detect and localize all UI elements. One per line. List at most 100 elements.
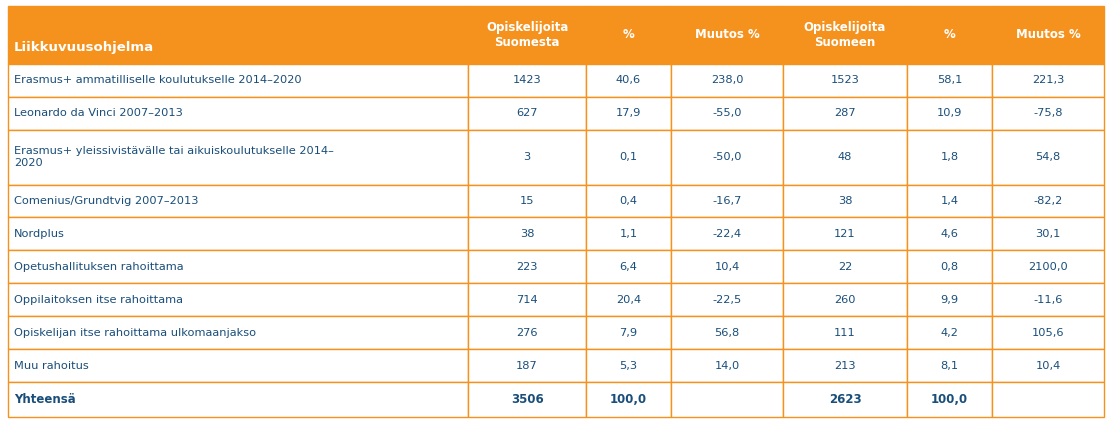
- Text: Opiskelijan itse rahoittama ulkomaanjakso: Opiskelijan itse rahoittama ulkomaanjaks…: [14, 328, 256, 338]
- Bar: [671, 349, 783, 382]
- Bar: [8, 6, 468, 64]
- Bar: [8, 283, 468, 316]
- Bar: [992, 250, 1104, 283]
- Bar: [8, 250, 468, 283]
- Text: -22,4: -22,4: [713, 229, 742, 239]
- Bar: [586, 97, 671, 130]
- Bar: [907, 184, 992, 218]
- Text: -22,5: -22,5: [713, 295, 742, 305]
- Bar: [671, 316, 783, 349]
- Text: Opiskelijoita
Suomesta: Opiskelijoita Suomesta: [486, 21, 568, 49]
- Text: 8,1: 8,1: [941, 361, 959, 370]
- Text: Nordplus: Nordplus: [14, 229, 64, 239]
- Text: 0,4: 0,4: [619, 196, 637, 206]
- Text: 48: 48: [837, 152, 852, 162]
- Bar: [907, 97, 992, 130]
- Bar: [992, 130, 1104, 184]
- Text: 1423: 1423: [513, 75, 542, 85]
- Text: 1,4: 1,4: [941, 196, 959, 206]
- Bar: [468, 218, 586, 250]
- Text: 15: 15: [519, 196, 535, 206]
- Text: %: %: [944, 29, 955, 41]
- Text: Erasmus+ yleissivistävälle tai aikuiskoulutukselle 2014–
2020: Erasmus+ yleissivistävälle tai aikuiskou…: [14, 146, 334, 168]
- Text: 6,4: 6,4: [619, 262, 637, 272]
- Text: 111: 111: [834, 328, 856, 338]
- Bar: [783, 97, 907, 130]
- Text: 213: 213: [834, 361, 856, 370]
- Bar: [468, 6, 586, 64]
- Bar: [468, 64, 586, 97]
- Bar: [907, 218, 992, 250]
- Bar: [992, 349, 1104, 382]
- Text: 221,3: 221,3: [1032, 75, 1064, 85]
- Text: 714: 714: [516, 295, 538, 305]
- Text: 17,9: 17,9: [616, 108, 642, 118]
- Bar: [907, 283, 992, 316]
- Text: 2623: 2623: [828, 393, 862, 406]
- Text: 627: 627: [516, 108, 538, 118]
- Bar: [992, 64, 1104, 97]
- Bar: [907, 130, 992, 184]
- Text: 14,0: 14,0: [714, 361, 739, 370]
- Text: 38: 38: [519, 229, 535, 239]
- Text: -11,6: -11,6: [1033, 295, 1063, 305]
- Text: Erasmus+ ammatilliselle koulutukselle 2014–2020: Erasmus+ ammatilliselle koulutukselle 20…: [14, 75, 301, 85]
- Bar: [8, 382, 468, 417]
- Bar: [586, 64, 671, 97]
- Bar: [586, 184, 671, 218]
- Text: 187: 187: [516, 361, 538, 370]
- Text: 1523: 1523: [831, 75, 860, 85]
- Text: 4,6: 4,6: [941, 229, 959, 239]
- Bar: [8, 97, 468, 130]
- Text: -50,0: -50,0: [713, 152, 742, 162]
- Bar: [8, 349, 468, 382]
- Bar: [992, 382, 1104, 417]
- Text: 22: 22: [838, 262, 852, 272]
- Text: 40,6: 40,6: [616, 75, 642, 85]
- Bar: [992, 184, 1104, 218]
- Bar: [671, 250, 783, 283]
- Bar: [907, 6, 992, 64]
- Bar: [671, 382, 783, 417]
- Bar: [586, 349, 671, 382]
- Bar: [783, 283, 907, 316]
- Text: 121: 121: [834, 229, 856, 239]
- Text: 10,4: 10,4: [714, 262, 739, 272]
- Bar: [468, 283, 586, 316]
- Text: 10,4: 10,4: [1035, 361, 1061, 370]
- Bar: [8, 316, 468, 349]
- Bar: [586, 6, 671, 64]
- Text: 38: 38: [837, 196, 852, 206]
- Bar: [586, 130, 671, 184]
- Text: %: %: [623, 29, 635, 41]
- Bar: [783, 64, 907, 97]
- Bar: [468, 382, 586, 417]
- Text: -75,8: -75,8: [1033, 108, 1063, 118]
- Bar: [992, 218, 1104, 250]
- Bar: [586, 250, 671, 283]
- Text: 1,8: 1,8: [941, 152, 959, 162]
- Bar: [907, 316, 992, 349]
- Text: 260: 260: [834, 295, 856, 305]
- Bar: [671, 97, 783, 130]
- Text: Muutos %: Muutos %: [695, 29, 759, 41]
- Bar: [671, 184, 783, 218]
- Text: 0,8: 0,8: [941, 262, 959, 272]
- Text: 4,2: 4,2: [941, 328, 959, 338]
- Text: 30,1: 30,1: [1035, 229, 1061, 239]
- Bar: [671, 64, 783, 97]
- Text: 10,9: 10,9: [936, 108, 962, 118]
- Bar: [468, 130, 586, 184]
- Bar: [907, 349, 992, 382]
- Text: Opiskelijoita
Suomeen: Opiskelijoita Suomeen: [804, 21, 886, 49]
- Text: Muu rahoitus: Muu rahoitus: [14, 361, 89, 370]
- Bar: [8, 130, 468, 184]
- Text: Leonardo da Vinci 2007–2013: Leonardo da Vinci 2007–2013: [14, 108, 182, 118]
- Text: 2100,0: 2100,0: [1029, 262, 1068, 272]
- Text: Comenius/Grundtvig 2007–2013: Comenius/Grundtvig 2007–2013: [14, 196, 199, 206]
- Bar: [783, 184, 907, 218]
- Bar: [907, 382, 992, 417]
- Text: -82,2: -82,2: [1033, 196, 1063, 206]
- Text: 5,3: 5,3: [619, 361, 637, 370]
- Bar: [783, 316, 907, 349]
